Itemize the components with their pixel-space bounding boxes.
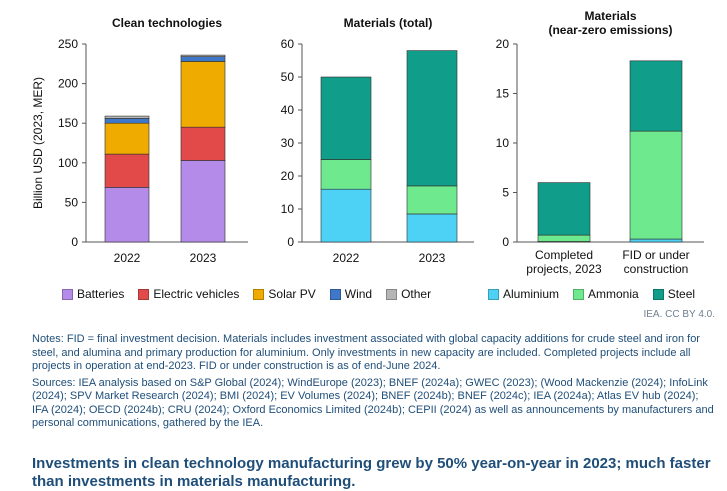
legend-label-batteries: Batteries xyxy=(77,287,125,301)
panel3-bar-ammonia xyxy=(537,234,591,242)
panel3-category-label: projects, 2023 xyxy=(526,262,602,276)
panel2-y-tick-label: 30 xyxy=(281,136,295,150)
panel3-y-tick-label: 10 xyxy=(496,136,510,150)
panel1-bar-electric-vehicles xyxy=(180,126,226,161)
legend-item-ammonia: Ammonia xyxy=(573,287,639,301)
panel2-bar-steel xyxy=(320,76,372,160)
panel1-y-tick-label: 250 xyxy=(58,37,78,51)
panel1-bar-batteries xyxy=(104,187,150,243)
panel1-title: Clean technologies xyxy=(112,16,222,30)
panel2-y-tick-label: 50 xyxy=(281,70,295,84)
headline: Investments in clean technology manufact… xyxy=(32,455,711,490)
panel1-bar-wind xyxy=(180,56,226,62)
panel3-category-label: FID or under xyxy=(622,248,689,262)
panel1-bar-electric-vehicles xyxy=(104,153,150,188)
panel2-y-tick-label: 0 xyxy=(287,235,294,249)
panel3-y-tick-label: 15 xyxy=(496,87,510,101)
panel2-y-tick-label: 40 xyxy=(281,103,295,117)
panel2-y-tick-label: 20 xyxy=(281,169,295,183)
panel2-title: Materials (total) xyxy=(344,16,433,30)
panel3-subtitle: (near-zero emissions) xyxy=(548,23,672,37)
panel3-category-label: Completed xyxy=(535,248,593,262)
panel2-category-label: 2023 xyxy=(419,251,446,265)
panel1-y-tick-label: 100 xyxy=(58,156,78,170)
legend-item-other: Other xyxy=(386,287,431,301)
legend-label-solar-pv: Solar PV xyxy=(268,287,316,301)
panel3-y-tick-label: 20 xyxy=(496,37,510,51)
panel2-bar-ammonia xyxy=(320,159,372,190)
panel1-y-tick-label: 50 xyxy=(65,195,79,209)
sources-text: Sources: IEA analysis based on S&P Globa… xyxy=(32,376,714,430)
panel1-bar-other xyxy=(104,115,150,119)
legend-label-other: Other xyxy=(401,287,432,301)
panel1-bar-other xyxy=(180,54,226,57)
notes-block: Notes: FID = final investment decision. … xyxy=(32,333,716,434)
legend-item-steel: Steel xyxy=(652,287,696,301)
panel1-bar-solar-pv xyxy=(180,61,226,128)
panel3-category-label: construction xyxy=(624,262,689,276)
panel3-bar-steel xyxy=(537,182,591,236)
panel2-y-tick-label: 60 xyxy=(281,37,295,51)
panel1-bar-wind xyxy=(104,118,150,124)
panel3-y-tick-label: 0 xyxy=(502,235,509,249)
legend-swatch-solar-pv xyxy=(253,288,265,300)
panel2-y-tick-label: 10 xyxy=(281,202,295,216)
panel1-bar-batteries xyxy=(180,160,226,243)
legend-swatch-ammonia xyxy=(573,288,585,300)
panel1-bar-solar-pv xyxy=(104,122,150,155)
panel3-title: Materials xyxy=(584,9,636,23)
legend-swatch-aluminium xyxy=(488,288,499,300)
panel2-bar-aluminium xyxy=(406,213,458,243)
legend-label-wind: Wind xyxy=(344,287,373,301)
panel2-bar-ammonia xyxy=(406,185,458,215)
legend-item-electric-vehicles: Electric vehicles xyxy=(138,287,239,301)
legend-label-ammonia: Ammonia xyxy=(588,287,639,301)
legend-swatch-electric-vehicles xyxy=(138,288,150,300)
legend-label-steel: Steel xyxy=(667,287,696,301)
credit-label: IEA. CC BY 4.0. xyxy=(643,309,715,320)
notes-text: Notes: FID = final investment decision. … xyxy=(32,333,700,372)
panel1-y-tick-label: 200 xyxy=(58,77,78,91)
legend-swatch-batteries xyxy=(62,288,73,300)
panel2-category-label: 2022 xyxy=(333,251,360,265)
panel3-bar-aluminium xyxy=(629,238,683,243)
legend-label-electric-vehicles: Electric vehicles xyxy=(153,287,240,301)
legend-swatch-steel xyxy=(652,288,664,300)
legend-item-aluminium: Aluminium xyxy=(488,287,559,301)
panel3-y-tick-label: 5 xyxy=(502,186,509,200)
legend-clean-tech: Batteries Electric vehicles Solar PV Win… xyxy=(62,287,445,301)
chart-area: Clean technologies050100150200250Billion… xyxy=(31,9,704,276)
panel2-bar-steel xyxy=(406,50,458,187)
panel1-y-label: Billion USD (2023, MER) xyxy=(31,77,45,209)
panel3-bar-steel xyxy=(629,60,683,132)
legend-item-wind: Wind xyxy=(329,287,373,301)
legend-swatch-wind xyxy=(329,288,341,300)
panel3-bar-ammonia xyxy=(629,130,683,240)
legend-swatch-other xyxy=(386,288,398,300)
panel1-category-label: 2023 xyxy=(190,251,217,265)
panel2-bar-aluminium xyxy=(320,188,372,243)
panel1-category-label: 2022 xyxy=(114,251,141,265)
legend-item-batteries: Batteries xyxy=(62,287,124,301)
legend-label-aluminium: Aluminium xyxy=(503,287,560,301)
panel1-y-tick-label: 0 xyxy=(71,235,78,249)
panel1-y-tick-label: 150 xyxy=(58,116,78,130)
legend-materials: Aluminium Ammonia Steel xyxy=(488,287,709,301)
legend-item-solar-pv: Solar PV xyxy=(253,287,316,301)
